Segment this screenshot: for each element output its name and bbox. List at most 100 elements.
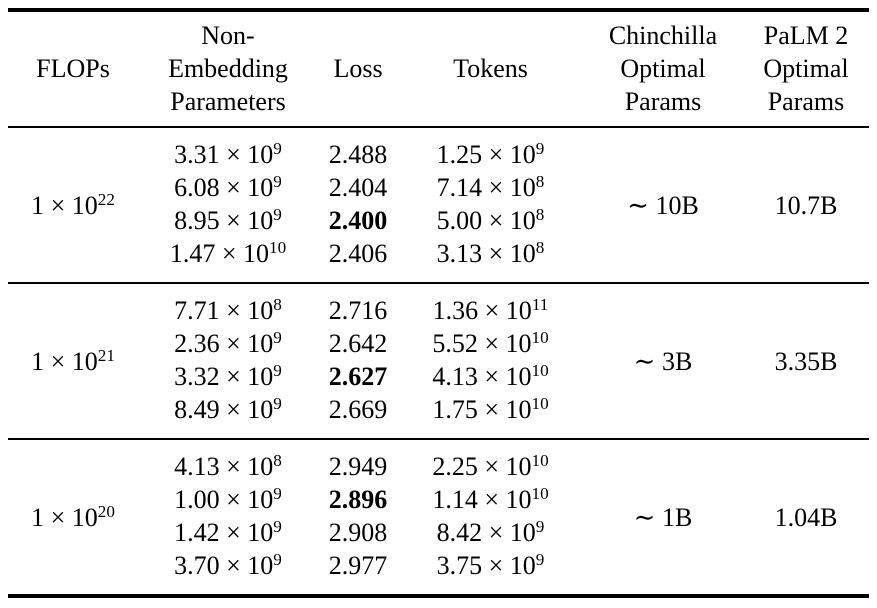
table-row: 1 × 1020 4.13 × 108 2.949 2.25 × 1010 ∼ 1B 1.… [8, 439, 869, 532]
table-row: 1.42 × 109 2.908 8.42 × 109 [8, 516, 869, 549]
tokens-cell: 7.14 × 108 [398, 171, 583, 204]
exponent: 8 [273, 295, 282, 315]
table-row: 8.49 × 109 2.669 1.75 × 1010 [8, 393, 869, 439]
scientific-value: 4.13 × 1010 [432, 361, 549, 391]
flops-group: 1 × 1021 7.71 × 108 2.716 1.36 × 1011 ∼ 3B 3.… [8, 283, 869, 439]
scientific-value: 1.14 × 1010 [432, 484, 549, 514]
loss-cell: 2.716 [328, 296, 388, 325]
table-row: 3.32 × 109 2.627 4.13 × 1010 [8, 360, 869, 393]
loss-cell: 2.627 [328, 362, 388, 391]
flops-group: 1 × 1020 4.13 × 108 2.949 2.25 × 1010 ∼ 1B 1.… [8, 439, 869, 596]
tokens-cell: 5.00 × 108 [398, 204, 583, 237]
loss-cell: 2.400 [328, 206, 388, 235]
table-row: 1.00 × 109 2.896 1.14 × 1010 [8, 483, 869, 516]
palm2-optimal-cell: 1.04B [774, 502, 838, 532]
chinchilla-optimal-cell: ∼ 10B [627, 190, 699, 220]
table-row: 3.70 × 109 2.977 3.75 × 109 [8, 549, 869, 596]
header-row: FLOPs Non- Embedding Parameters Loss Tok… [8, 10, 869, 127]
header-params: Non- Embedding Parameters [168, 21, 288, 116]
scientific-value: 3.31 × 109 [174, 139, 282, 169]
loss-cell: 2.977 [328, 551, 388, 580]
scientific-value: 1.47 × 1010 [169, 238, 287, 268]
header-palm2: PaLM 2 Optimal Params [763, 21, 849, 116]
tokens-cell: 2.25 × 1010 [398, 439, 583, 483]
exponent: 10 [531, 451, 549, 471]
flops-cell: 1 × 1020 [8, 439, 138, 596]
exponent: 10 [531, 361, 549, 381]
exponent: 9 [273, 172, 282, 192]
exponent: 10 [531, 328, 549, 348]
tokens-cell: 3.75 × 109 [398, 549, 583, 596]
tokens-cell: 1.75 × 1010 [398, 393, 583, 439]
flops-group: 1 × 1022 3.31 × 109 2.488 1.25 × 109 ∼ 10B 10… [8, 127, 869, 283]
exponent: 10 [531, 484, 549, 504]
scientific-value: 2.25 × 1010 [432, 451, 549, 481]
table-row: 1 × 1021 7.71 × 108 2.716 1.36 × 1011 ∼ 3B 3.… [8, 283, 869, 376]
tokens-cell: 1.25 × 109 [398, 127, 583, 171]
exponent: 9 [273, 550, 282, 570]
scientific-value: 8.95 × 109 [174, 205, 282, 235]
table-row: 2.36 × 109 2.642 5.52 × 1010 [8, 327, 869, 360]
scientific-value: 5.52 × 1010 [432, 328, 549, 358]
loss-cell: 2.949 [328, 452, 388, 481]
exponent: 9 [273, 517, 282, 537]
exponent: 10 [269, 238, 287, 258]
scientific-value: 1 × 1022 [31, 189, 115, 220]
scientific-value: 1.75 × 1010 [432, 394, 549, 424]
scientific-value: 1 × 1021 [31, 345, 115, 376]
scientific-value: 3.70 × 109 [174, 550, 282, 580]
chinchilla-optimal-cell: ∼ 1B [633, 502, 693, 532]
scientific-value: 3.75 × 109 [436, 550, 545, 580]
exponent: 22 [97, 189, 115, 209]
exponent: 9 [273, 139, 282, 159]
scientific-value: 1.36 × 1011 [432, 295, 549, 325]
scaling-law-table: FLOPs Non- Embedding Parameters Loss Tok… [8, 8, 869, 598]
exponent: 9 [273, 328, 282, 348]
loss-cell: 2.404 [328, 173, 388, 202]
scientific-value: 4.13 × 108 [174, 451, 282, 481]
scientific-value: 8.49 × 109 [174, 394, 282, 424]
header-flops: FLOPs [36, 54, 110, 83]
exponent: 9 [273, 484, 282, 504]
exponent: 8 [535, 172, 545, 192]
scientific-value: 1.25 × 109 [436, 139, 545, 169]
header-chinchilla: Chinchilla Optimal Params [608, 21, 718, 116]
loss-cell: 2.642 [328, 329, 388, 358]
loss-cell: 2.488 [328, 140, 388, 169]
params-cell: 1.42 × 109 [138, 516, 318, 549]
chinchilla-optimal-cell: ∼ 3B [633, 346, 693, 376]
scientific-value: 6.08 × 109 [174, 172, 282, 202]
header-tokens: Tokens [453, 54, 528, 83]
params-cell: 1.47 × 1010 [138, 237, 318, 283]
tokens-cell: 3.13 × 108 [398, 237, 583, 283]
exponent: 8 [535, 238, 545, 258]
loss-cell: 2.669 [328, 395, 388, 424]
scientific-value: 7.71 × 108 [174, 295, 282, 325]
params-cell: 4.13 × 108 [138, 439, 318, 483]
tokens-cell: 4.13 × 1010 [398, 360, 583, 393]
exponent: 9 [535, 517, 545, 537]
exponent: 8 [273, 451, 282, 471]
table-row: 1.47 × 1010 2.406 3.13 × 108 [8, 237, 869, 283]
tokens-cell: 5.52 × 1010 [398, 327, 583, 360]
params-cell: 6.08 × 109 [138, 171, 318, 204]
exponent: 9 [535, 550, 545, 570]
params-cell: 3.70 × 109 [138, 549, 318, 596]
params-cell: 3.32 × 109 [138, 360, 318, 393]
scientific-value: 7.14 × 108 [436, 172, 545, 202]
tokens-cell: 8.42 × 109 [398, 516, 583, 549]
exponent: 11 [531, 295, 549, 315]
params-cell: 8.95 × 109 [138, 204, 318, 237]
scientific-value: 1.42 × 109 [174, 517, 282, 547]
loss-cell: 2.406 [328, 239, 388, 268]
flops-cell: 1 × 1021 [8, 283, 138, 439]
scientific-value: 8.42 × 109 [436, 517, 545, 547]
exponent: 9 [535, 139, 545, 159]
palm2-optimal-cell: 3.35B [774, 346, 838, 376]
table-row: 8.95 × 109 2.400 5.00 × 108 [8, 204, 869, 237]
header-loss: Loss [333, 54, 383, 83]
scientific-value: 2.36 × 109 [174, 328, 282, 358]
tokens-cell: 1.36 × 1011 [398, 283, 583, 327]
params-cell: 3.31 × 109 [138, 127, 318, 171]
